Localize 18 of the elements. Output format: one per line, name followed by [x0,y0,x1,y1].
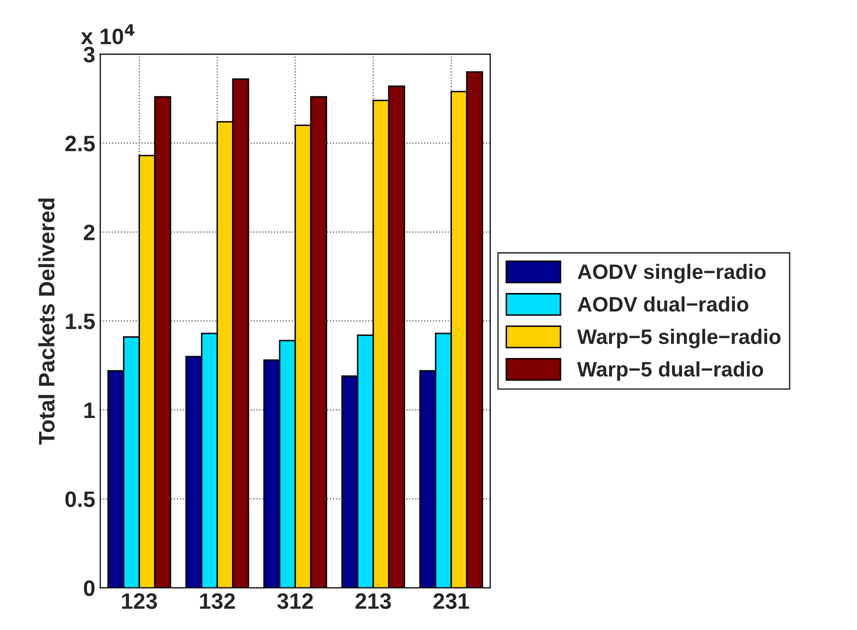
text: x 10$^{4}$ [80,24,134,44]
x-tick-label: 312 [277,593,313,610]
y-tick-label: 0.5 [65,491,95,508]
legend-label: Warp−5 dual−radio [577,361,764,381]
legend-label: AODV single−radio [578,264,766,284]
y-tick-label: 1 [84,402,95,418]
x-tick-label: 231 [433,593,470,610]
y-tick-label: 3 [84,46,95,62]
y-axis-title: Total Packets Delivered [38,198,55,445]
legend-label: Warp−5 single−radio [577,328,780,348]
x-tick-label: 123 [122,593,157,610]
y-tick-label: 2.5 [65,136,95,152]
y-tick-label: 0 [84,580,94,596]
legend-label: AODV dual−radio [578,296,748,312]
y-tick-label: 1.5 [66,314,95,330]
x-tick-label: 132 [200,593,235,610]
y-tick-label: 2 [84,224,95,240]
x-tick-label: 213 [355,593,391,610]
